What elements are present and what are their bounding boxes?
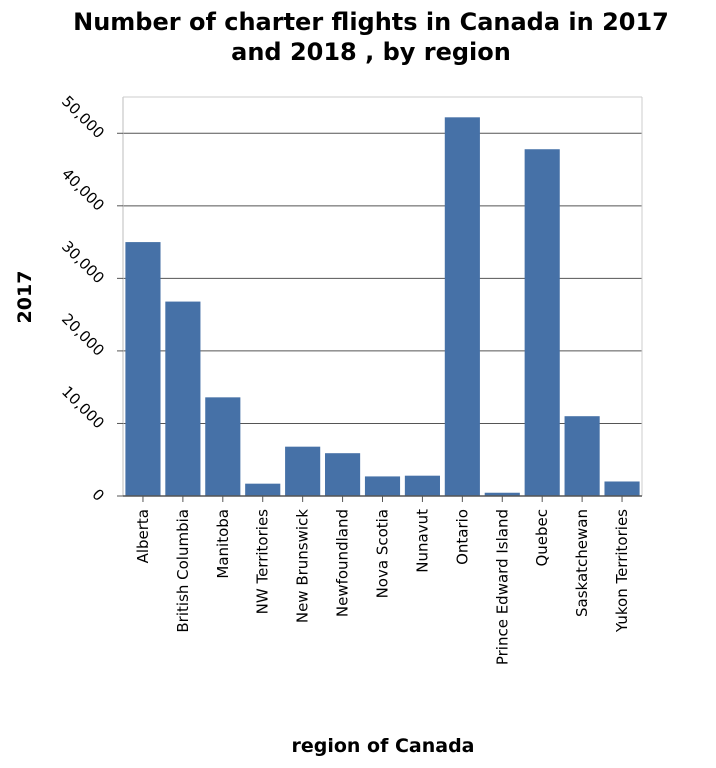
x-tick-label: Yukon Territories [613,509,631,633]
x-tick-label: Manitoba [214,509,232,579]
chart-title-line-2: and 2018 , by region [231,38,511,66]
bars [125,117,640,496]
y-tick-label: 20,000 [58,310,108,360]
x-tick-label: Prince Edward Island [493,509,511,665]
x-tick-label: Nunavut [413,509,431,573]
x-tick-label: Newfoundland [334,509,352,617]
x-axis-title: region of Canada [291,735,474,757]
y-tick-labels: 0 10,000 20,000 30,000 40,000 50,000 [58,92,108,505]
bar [564,416,600,496]
y-tick-label: 40,000 [58,165,108,215]
y-tick-label: 0 [88,485,107,504]
y-axis-title: 2017 [14,271,36,324]
x-tick-labels: Alberta British Columbia Manitoba NW Territ… [134,509,631,665]
bar [285,446,321,496]
y-tick-label: 10,000 [58,382,108,432]
bar [125,242,161,496]
x-tick-label: Ontario [453,509,471,565]
x-tick-label: Saskatchewan [573,509,591,617]
grid-lines [123,132,642,424]
y-tick-label: 50,000 [58,92,108,142]
x-tick-label: Nova Scotia [374,509,392,598]
bar [604,481,640,496]
x-tick-label: Quebec [533,509,551,567]
chart-title-line-1: Number of charter flights in Canada in 2… [73,8,669,36]
bar [325,453,361,496]
y-tick-label: 30,000 [58,237,108,287]
bar [364,476,401,496]
x-tick-label: New Brunswick [294,509,312,623]
bar [404,475,440,496]
bar [245,483,281,496]
bar [165,301,201,496]
bar [444,117,480,496]
bar [205,397,241,496]
bar [524,149,560,496]
x-tick-label: British Columbia [174,509,192,633]
x-tick-label: Alberta [134,509,152,563]
x-tick-label: NW Territories [254,509,272,615]
axes [117,96,643,502]
bar [484,492,520,496]
